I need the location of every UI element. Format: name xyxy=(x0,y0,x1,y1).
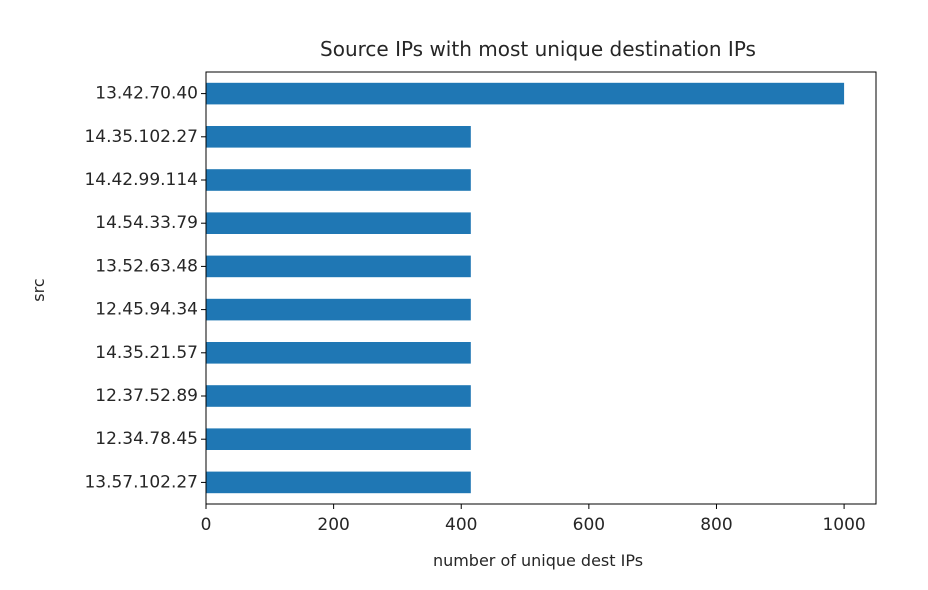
y-tick-label-4: 13.52.63.48 xyxy=(95,256,198,276)
y-tick-label-8: 12.34.78.45 xyxy=(95,429,198,449)
x-tick-label-2: 400 xyxy=(445,515,477,535)
x-tick-label-5: 1000 xyxy=(822,515,865,535)
bar-2 xyxy=(206,169,471,191)
bars-group xyxy=(206,82,845,494)
bar-5 xyxy=(206,298,471,321)
y-tick-label-9: 13.57.102.27 xyxy=(84,472,198,492)
y-tick-label-3: 14.54.33.79 xyxy=(95,213,198,233)
y-tick-label-1: 14.35.102.27 xyxy=(84,127,198,147)
x-tick-label-4: 800 xyxy=(700,515,732,535)
y-tick-label-0: 13.42.70.40 xyxy=(95,84,198,104)
y-tick-label-6: 14.35.21.57 xyxy=(95,343,198,363)
bar-7 xyxy=(206,385,471,407)
bar-9 xyxy=(206,471,471,494)
bar-4 xyxy=(206,255,471,278)
plot-frame xyxy=(205,71,877,505)
y-axis-label: src xyxy=(29,278,48,301)
bar-3 xyxy=(206,212,471,234)
x-axis-ticks: 0 200 400 600 800 1000 xyxy=(201,504,866,535)
bar-8 xyxy=(206,428,471,450)
bar-0 xyxy=(206,82,845,105)
x-tick-label-1: 200 xyxy=(317,515,349,535)
y-tick-label-2: 14.42.99.114 xyxy=(84,170,198,190)
x-tick-label-0: 0 xyxy=(201,515,212,535)
y-tick-label-5: 12.45.94.34 xyxy=(95,300,198,320)
y-axis-ticks: 13.42.70.40 14.35.102.27 14.42.99.114 14.54… xyxy=(84,84,206,492)
bar-6 xyxy=(206,342,471,364)
y-tick-label-7: 12.37.52.89 xyxy=(95,386,198,406)
x-axis-label: number of unique dest IPs xyxy=(433,551,643,570)
x-tick-label-3: 600 xyxy=(573,515,605,535)
chart-title: Source IPs with most unique destination … xyxy=(320,37,756,61)
bar-1 xyxy=(206,126,471,148)
